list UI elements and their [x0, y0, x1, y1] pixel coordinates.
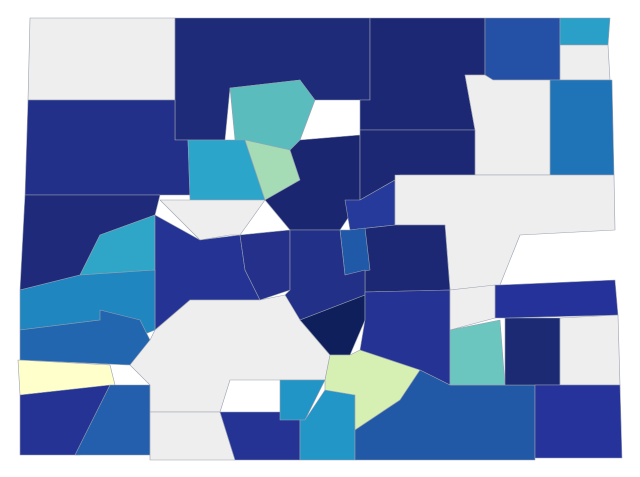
county [559, 44, 611, 81]
county [559, 314, 621, 386]
county [27, 17, 176, 101]
county [559, 17, 611, 46]
county [549, 79, 615, 176]
county [494, 279, 619, 319]
county [464, 74, 551, 176]
county [484, 17, 561, 81]
county [449, 319, 506, 386]
county [239, 229, 291, 301]
county [159, 199, 266, 241]
county [504, 317, 561, 386]
county [19, 309, 151, 366]
county [24, 99, 191, 196]
county [534, 384, 623, 459]
county [449, 284, 496, 331]
county [359, 17, 486, 131]
county [299, 294, 366, 356]
